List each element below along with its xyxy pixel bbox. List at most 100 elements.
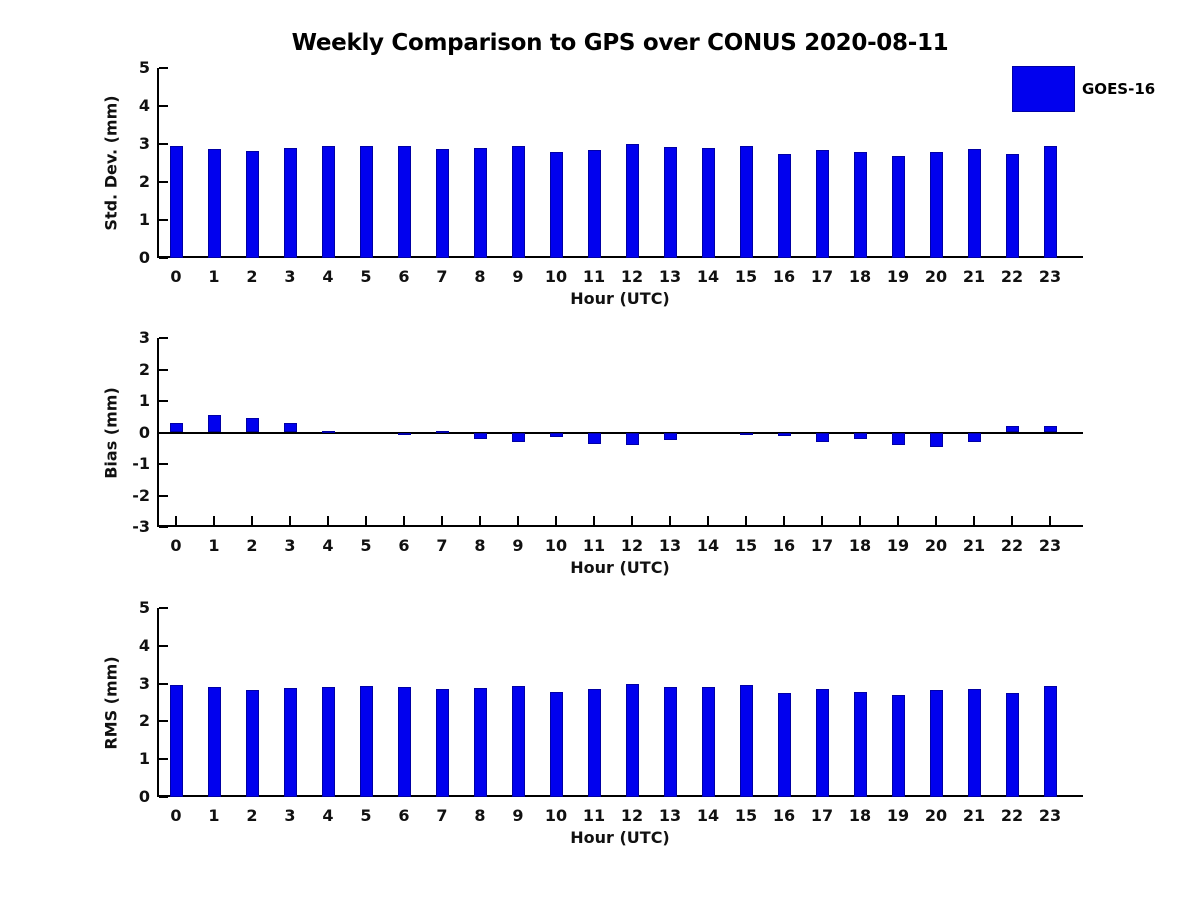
x-tick [745, 516, 747, 525]
y-tick [159, 337, 168, 339]
y-tick-label: -2 [132, 485, 150, 505]
bar [815, 689, 829, 797]
bar [207, 148, 221, 258]
bar [169, 685, 183, 797]
y-tick-label: 2 [138, 359, 150, 379]
x-tick [365, 516, 367, 525]
x-tick-label: 4 [322, 536, 334, 555]
bar [1043, 426, 1057, 433]
x-tick-label: 19 [886, 806, 910, 825]
bar [891, 694, 905, 797]
bar [1005, 154, 1019, 258]
x-tick-label: 8 [474, 267, 486, 286]
bar [1005, 426, 1019, 433]
x-tick-label: 3 [284, 267, 296, 286]
x-tick-label: 10 [544, 806, 568, 825]
x-tick-label: 1 [208, 806, 220, 825]
x-tick [973, 516, 975, 525]
y-tick-label: 1 [138, 391, 150, 410]
bar [1043, 146, 1057, 258]
x-tick [479, 516, 481, 525]
bar [701, 687, 715, 797]
chart-std-dev: Std. Dev. (mm) 0 1 2 3 4 5 0 1 2 3 4 5 6 7 8 9 10 11 12 13 1… [102, 60, 1083, 308]
x-tick-label: 0 [170, 536, 182, 555]
plot-area: 0 1 2 3 4 5 0 1 2 3 4 5 6 7 8 9 10 11 12 13 14 15 16 17 18 19 20 21… [139, 60, 1083, 286]
y-tick-label: 0 [138, 787, 150, 806]
bar [701, 148, 715, 258]
bar [397, 687, 411, 797]
x-tick-label: 15 [734, 267, 758, 286]
x-tick-label: 5 [360, 536, 372, 555]
bar [397, 146, 411, 258]
x-tick-label: 11 [582, 267, 606, 286]
x-tick-label: 16 [772, 267, 796, 286]
y-tick [159, 181, 168, 183]
y-tick-label: 4 [138, 635, 150, 655]
bar [245, 690, 259, 797]
y-tick-label: -3 [132, 517, 150, 536]
bar [207, 415, 221, 433]
bar [435, 431, 449, 434]
x-tick-label: 1 [208, 267, 220, 286]
bar [929, 432, 943, 447]
x-tick-label: 20 [924, 536, 948, 555]
bar [777, 693, 791, 797]
x-tick [175, 516, 177, 525]
x-tick-label: 19 [886, 536, 910, 555]
x-tick [403, 516, 405, 525]
bar [891, 432, 905, 446]
y-tick [159, 67, 168, 69]
bar [929, 151, 943, 258]
x-tick [935, 516, 937, 525]
x-tick-label: 22 [1000, 267, 1024, 286]
y-axis-label: RMS (mm) [101, 655, 121, 750]
x-tick-label: 2 [246, 536, 258, 555]
zero-baseline [157, 431, 1083, 434]
x-tick-label: 23 [1038, 806, 1062, 825]
bar [207, 687, 221, 797]
x-tick-label: 0 [170, 267, 182, 286]
bar [663, 147, 677, 258]
x-axis-line [157, 256, 1083, 258]
bar [587, 150, 601, 258]
plot-area: 0 1 2 3 4 5 0 1 2 3 4 5 6 7 8 9 10 11 12 13 14 15 16 17 18 19 20 21… [139, 600, 1083, 825]
y-tick [159, 463, 168, 465]
y-tick [159, 400, 168, 402]
chart-bias: Bias (mm) -3 -2 -1 0 1 2 3 0 1 2 3 4 5 6 7 8 9 10 11 12 13 14… [102, 330, 1083, 577]
x-tick [289, 516, 291, 525]
x-tick-label: 9 [512, 806, 524, 825]
bar [549, 432, 563, 438]
x-tick-label: 3 [284, 536, 296, 555]
bar [777, 432, 791, 436]
bar [359, 146, 373, 258]
bar [739, 432, 753, 435]
bar [967, 688, 981, 797]
bar [853, 691, 867, 797]
y-axis-line [157, 608, 159, 797]
y-tick [159, 720, 168, 723]
x-tick [593, 516, 595, 525]
x-tick-label: 14 [696, 536, 720, 555]
legend-label: GOES-16 [1082, 80, 1156, 98]
x-tick-label: 15 [734, 536, 758, 555]
bar [435, 688, 449, 797]
x-tick [821, 516, 823, 525]
bar [321, 146, 335, 258]
y-tick [159, 368, 168, 371]
bar [473, 432, 487, 439]
bar [663, 686, 677, 797]
x-tick-label: 6 [398, 806, 410, 825]
y-tick-label: 4 [138, 96, 150, 115]
x-tick-label: 13 [658, 267, 682, 286]
y-tick [159, 105, 168, 107]
x-tick-label: 20 [924, 267, 948, 286]
x-tick-label: 0 [170, 806, 182, 825]
x-tick-label: 9 [512, 267, 524, 286]
bar [891, 156, 905, 258]
legend-swatch-goes16 [1012, 66, 1075, 112]
y-tick [159, 219, 168, 221]
x-tick-label: 5 [360, 267, 372, 286]
x-tick-label: 7 [436, 806, 448, 825]
bar [321, 430, 335, 433]
bar [777, 154, 791, 258]
